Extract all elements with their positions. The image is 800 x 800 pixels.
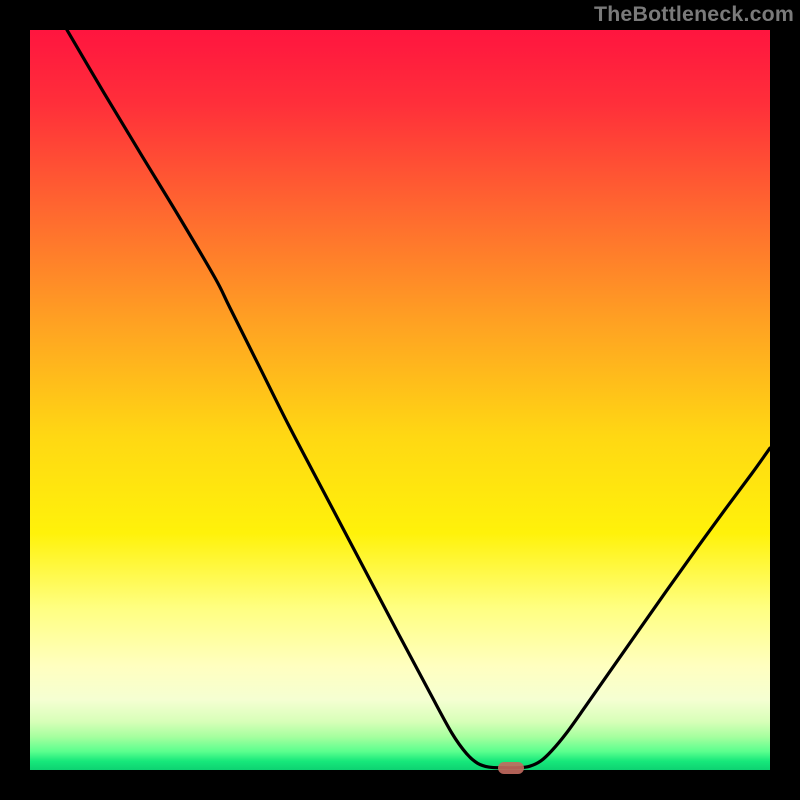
chart-svg [30,30,770,770]
chart-background [30,30,770,770]
watermark-text: TheBottleneck.com [594,2,794,27]
plot-area [30,30,770,770]
